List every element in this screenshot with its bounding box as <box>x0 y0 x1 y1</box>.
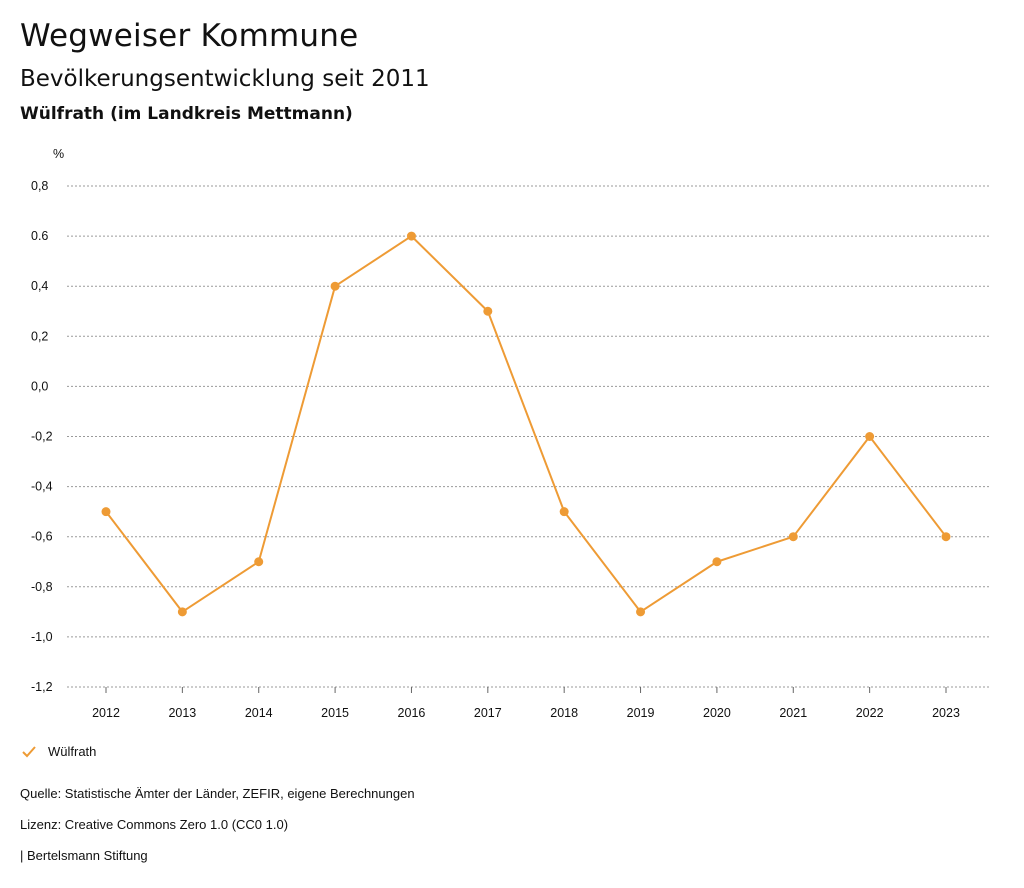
x-tick-label: 2023 <box>932 706 960 720</box>
data-point-2017[interactable] <box>483 306 493 316</box>
data-point-2014[interactable] <box>254 557 264 567</box>
series-line <box>105 235 947 613</box>
y-axis-unit-label: % <box>53 147 64 161</box>
data-point-2021[interactable] <box>788 532 798 542</box>
source-note: Quelle: Statistische Ämter der Länder, Z… <box>20 786 415 801</box>
data-point-2019[interactable] <box>636 607 646 617</box>
data-point-2018[interactable] <box>559 507 569 517</box>
y-tick-label: 0,2 <box>31 329 48 343</box>
data-point-2022[interactable] <box>865 432 875 441</box>
data-point-2012[interactable] <box>101 507 111 517</box>
x-tick-label: 2013 <box>168 706 196 720</box>
x-tick-label: 2012 <box>92 706 120 720</box>
series-wuelfrath <box>101 231 951 617</box>
publisher-note: | Bertelsmann Stiftung <box>20 848 148 863</box>
y-tick-label: -1,0 <box>31 630 53 644</box>
data-point-2013[interactable] <box>177 607 187 617</box>
legend: Wülfrath <box>22 744 96 759</box>
data-point-2023[interactable] <box>941 532 951 542</box>
chart-subtitle: Bevölkerungsentwicklung seit 2011 <box>20 66 430 92</box>
y-tick-label: -0,8 <box>31 580 53 594</box>
y-tick-label: -0,4 <box>31 480 53 494</box>
y-tick-label: 0.6 <box>31 229 48 243</box>
y-tick-label: -0,6 <box>31 530 53 544</box>
check-icon <box>22 745 36 757</box>
y-tick-label: 0,0 <box>31 379 48 393</box>
y-axis-ticks: 0,8 0.6 0,4 0,2 0,0 -0,2 -0,4 -0,6 -0,8 -1,0 -1,2 <box>31 179 53 694</box>
x-tick-label: 2018 <box>550 706 578 720</box>
license-note: Lizenz: Creative Commons Zero 1.0 (CC0 1… <box>20 817 289 832</box>
y-tick-label: 0,8 <box>31 179 48 193</box>
x-tick-label: 2019 <box>627 706 655 720</box>
data-point-2020[interactable] <box>712 557 722 567</box>
page-title: Wegweiser Kommune <box>20 18 359 54</box>
x-tick-label: 2021 <box>779 706 807 720</box>
region-label: Wülfrath (im Landkreis Mettmann) <box>20 104 353 124</box>
x-tick-label: 2017 <box>474 706 502 720</box>
data-point-2015[interactable] <box>330 281 340 291</box>
x-axis-ticks: 2012 2013 2014 2015 2016 2017 2018 2019 2020 2021… <box>92 687 960 720</box>
x-tick-label: 2016 <box>398 706 426 720</box>
data-point-2016[interactable] <box>406 231 416 241</box>
x-tick-label: 2014 <box>245 706 273 720</box>
gridlines <box>67 185 990 688</box>
y-tick-label: -0,2 <box>31 430 53 444</box>
y-tick-label: -1,2 <box>31 680 53 694</box>
line-chart: % 0,8 0.6 0,4 0,2 0,0 -0,2 -0,4 -0,6 -0,8 -1,0 -1,… <box>31 147 990 720</box>
x-tick-label: 2020 <box>703 706 731 720</box>
x-tick-label: 2015 <box>321 706 349 720</box>
y-tick-label: 0,4 <box>31 279 48 293</box>
legend-item-wuelfrath[interactable]: Wülfrath <box>48 744 97 759</box>
x-tick-label: 2022 <box>856 706 884 720</box>
